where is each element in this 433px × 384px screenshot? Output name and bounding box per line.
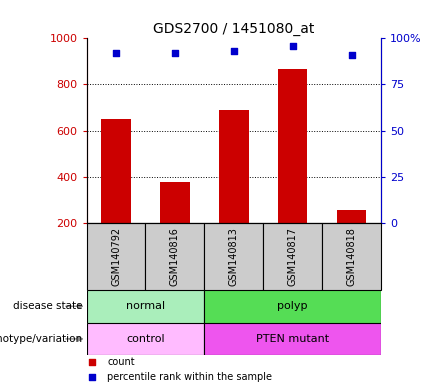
Bar: [204, 223, 263, 290]
Text: GSM140792: GSM140792: [111, 227, 121, 286]
Bar: [101, 119, 131, 223]
Bar: [219, 110, 249, 223]
Bar: [337, 210, 366, 223]
Bar: [263, 223, 322, 290]
Title: GDS2700 / 1451080_at: GDS2700 / 1451080_at: [153, 22, 314, 36]
Text: GSM140817: GSM140817: [288, 227, 298, 286]
Text: count: count: [107, 358, 135, 367]
Point: [171, 50, 178, 56]
Bar: [145, 223, 204, 290]
Bar: [87, 223, 145, 290]
Text: GSM140816: GSM140816: [170, 227, 180, 286]
Bar: [87, 323, 204, 355]
Text: disease state: disease state: [13, 301, 82, 311]
Bar: [87, 290, 204, 323]
Point: [113, 50, 120, 56]
Point: [89, 374, 96, 380]
Bar: [204, 290, 381, 323]
Point: [89, 359, 96, 366]
Text: PTEN mutant: PTEN mutant: [256, 334, 329, 344]
Text: control: control: [126, 334, 165, 344]
Text: genotype/variation: genotype/variation: [0, 334, 82, 344]
Bar: [278, 69, 307, 223]
Text: percentile rank within the sample: percentile rank within the sample: [107, 372, 272, 382]
Bar: [160, 182, 190, 223]
Bar: [204, 323, 381, 355]
Text: normal: normal: [126, 301, 165, 311]
Text: GSM140813: GSM140813: [229, 227, 239, 286]
Point: [348, 52, 355, 58]
Point: [230, 48, 237, 55]
Point: [289, 43, 296, 49]
Bar: [322, 223, 381, 290]
Text: GSM140818: GSM140818: [346, 227, 357, 286]
Text: polyp: polyp: [278, 301, 308, 311]
